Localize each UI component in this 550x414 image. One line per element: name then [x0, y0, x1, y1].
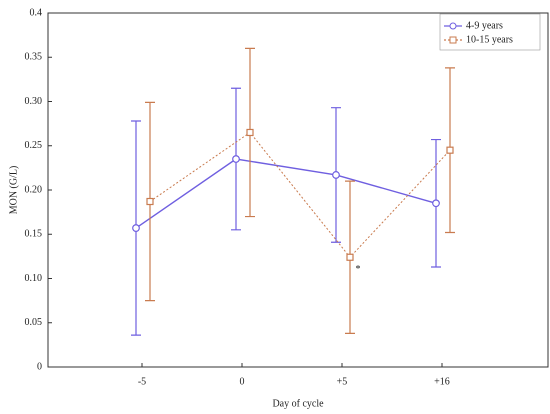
point [346, 253, 354, 261]
legend-label: 4-9 years [466, 20, 503, 31]
x-axis-label: Day of cycle [272, 398, 324, 409]
legend-label: 10-15 years [466, 34, 513, 45]
x-tick-label: +5 [337, 376, 348, 387]
point [146, 197, 154, 206]
legend-box [439, 13, 541, 51]
y-tick-label: 0.30 [25, 96, 43, 107]
legend-marker [449, 36, 457, 44]
point [232, 155, 240, 163]
y-axis-label: MON (G/L) [8, 166, 19, 215]
point [446, 146, 454, 154]
x-tick-label: +16 [434, 376, 450, 387]
legend-marker [449, 22, 457, 30]
y-tick-label: 0.35 [25, 52, 43, 63]
y-tick-label: 0.20 [25, 184, 43, 195]
x-tick-label: -5 [138, 376, 146, 387]
y-tick-label: 0 [37, 361, 42, 372]
point [432, 199, 440, 208]
y-tick-label: 0.15 [25, 229, 43, 240]
y-tick-label: 0.25 [25, 140, 43, 151]
point [246, 128, 254, 137]
point [132, 224, 140, 232]
x-tick-label: 0 [240, 376, 245, 387]
series-line [149, 131, 451, 259]
y-tick-label: 0.05 [25, 317, 43, 328]
plot-frame [47, 12, 549, 368]
series-line [135, 158, 437, 229]
y-tick-label: 0.10 [25, 273, 43, 284]
y-tick-label: 0.4 [30, 7, 43, 18]
annotation: * [356, 264, 361, 275]
point [332, 171, 340, 179]
